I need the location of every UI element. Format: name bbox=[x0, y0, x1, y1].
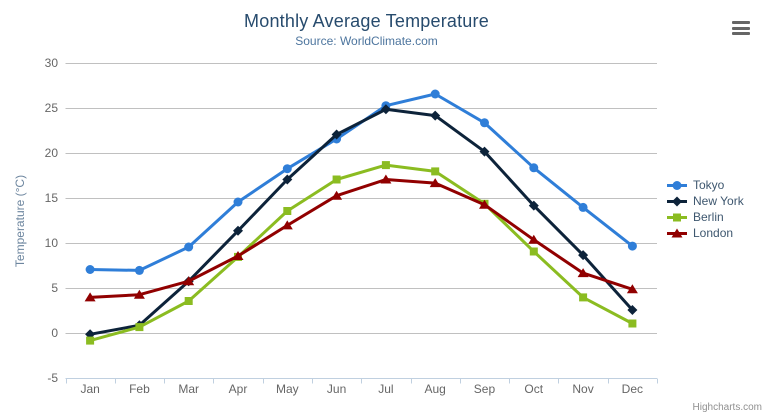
point-london-aug bbox=[429, 178, 441, 188]
legend: Tokyo New York Berlin London bbox=[667, 177, 744, 241]
y-axis-label: -5 bbox=[47, 371, 58, 385]
x-axis-label: Sep bbox=[474, 382, 496, 396]
legend-marker-shape bbox=[672, 180, 682, 190]
point-tokyo-mar bbox=[184, 242, 194, 252]
point-tokyo-apr bbox=[233, 197, 243, 207]
point-london-jul bbox=[380, 174, 392, 184]
y-axis-label: 20 bbox=[45, 146, 59, 160]
y-axis-label: 5 bbox=[51, 281, 58, 295]
x-axis-label: Nov bbox=[572, 382, 593, 396]
y-axis-label: 25 bbox=[45, 101, 59, 115]
point-berlin-oct bbox=[529, 247, 538, 256]
legend-label: Tokyo bbox=[693, 178, 725, 192]
point-tokyo-may bbox=[282, 164, 292, 174]
legend-item-london[interactable]: London bbox=[667, 225, 744, 241]
series-line-berlin bbox=[88, 163, 634, 343]
y-axis-label: 30 bbox=[45, 56, 59, 70]
point-tokyo-jan bbox=[85, 265, 95, 274]
x-axis-label: Aug bbox=[425, 382, 446, 396]
legend-marker-shape bbox=[673, 213, 681, 221]
legend-label: New York bbox=[693, 194, 744, 208]
series-berlin bbox=[86, 161, 637, 345]
point-new-york-dec bbox=[627, 305, 638, 315]
point-new-york-jul bbox=[380, 104, 391, 115]
point-london-feb bbox=[133, 289, 145, 299]
chart-subtitle: Source: WorldClimate.com bbox=[295, 34, 438, 48]
series-new-york bbox=[85, 104, 638, 340]
legend-marker-shape bbox=[671, 228, 683, 237]
legend-item-berlin[interactable]: Berlin bbox=[667, 209, 744, 225]
y-axis-label: 0 bbox=[51, 326, 58, 340]
legend-marker-square-icon bbox=[667, 213, 687, 221]
point-london-apr bbox=[232, 251, 244, 260]
point-new-york-nov bbox=[578, 250, 589, 261]
point-berlin-mar bbox=[184, 297, 193, 305]
point-tokyo-feb bbox=[134, 265, 144, 275]
x-axis-label: Jul bbox=[378, 382, 393, 396]
x-axis-label: Mar bbox=[178, 382, 199, 396]
series-line-london bbox=[88, 178, 634, 299]
chart-context-menu-button[interactable] bbox=[732, 20, 752, 36]
legend-label: London bbox=[693, 226, 734, 240]
point-berlin-may bbox=[283, 207, 292, 215]
point-new-york-apr bbox=[233, 225, 243, 236]
legend-marker-diamond-icon bbox=[667, 196, 687, 206]
hamburger-menu-icon bbox=[732, 21, 750, 35]
x-axis-label: May bbox=[276, 382, 299, 396]
x-axis-label: Feb bbox=[129, 382, 150, 396]
legend-marker-circle-icon bbox=[667, 180, 687, 190]
point-tokyo-dec bbox=[627, 241, 637, 251]
y-axis-label: 10 bbox=[45, 236, 59, 250]
point-new-york-aug bbox=[430, 110, 441, 121]
point-tokyo-sep bbox=[480, 118, 489, 128]
series-line-new-york bbox=[88, 107, 634, 336]
highcharts-credit-link[interactable]: Highcharts.com bbox=[692, 402, 762, 413]
point-berlin-feb bbox=[135, 323, 144, 332]
legend-item-tokyo[interactable]: Tokyo bbox=[667, 177, 744, 193]
point-new-york-oct bbox=[528, 200, 539, 211]
point-london-may bbox=[281, 220, 293, 230]
point-london-oct bbox=[528, 234, 540, 244]
point-tokyo-nov bbox=[578, 202, 588, 212]
legend-marker-triangle-icon bbox=[667, 228, 687, 237]
series-tokyo bbox=[85, 89, 637, 275]
legend-label: Berlin bbox=[693, 210, 724, 224]
x-axis-label: Jan bbox=[80, 382, 99, 396]
point-london-mar bbox=[183, 276, 195, 286]
point-london-jun bbox=[331, 190, 343, 200]
point-berlin-jul bbox=[381, 161, 390, 170]
point-london-dec bbox=[626, 284, 638, 294]
x-axis-label: Dec bbox=[622, 382, 643, 396]
point-berlin-jan bbox=[86, 336, 95, 345]
chart-title: Monthly Average Temperature bbox=[244, 11, 489, 31]
point-berlin-nov bbox=[579, 293, 588, 302]
point-berlin-jun bbox=[332, 175, 341, 184]
series-london bbox=[84, 174, 638, 302]
point-new-york-sep bbox=[479, 146, 490, 157]
point-new-york-jun bbox=[331, 129, 342, 140]
legend-item-new-york[interactable]: New York bbox=[667, 193, 744, 209]
point-tokyo-aug bbox=[430, 89, 440, 99]
point-london-jan bbox=[84, 292, 96, 302]
x-axis-label: Oct bbox=[524, 382, 543, 396]
point-berlin-dec bbox=[628, 319, 637, 328]
point-berlin-aug bbox=[431, 167, 440, 176]
y-axis-label: 15 bbox=[45, 191, 59, 205]
y-axis-title: Temperature (°C) bbox=[13, 174, 27, 268]
point-london-sep bbox=[479, 199, 490, 209]
point-tokyo-oct bbox=[529, 163, 539, 173]
x-axis-label: Apr bbox=[229, 382, 248, 396]
legend-marker-shape bbox=[672, 196, 682, 206]
x-axis-label: Jun bbox=[327, 382, 346, 396]
point-new-york-may bbox=[282, 174, 293, 185]
point-london-nov bbox=[577, 268, 589, 278]
